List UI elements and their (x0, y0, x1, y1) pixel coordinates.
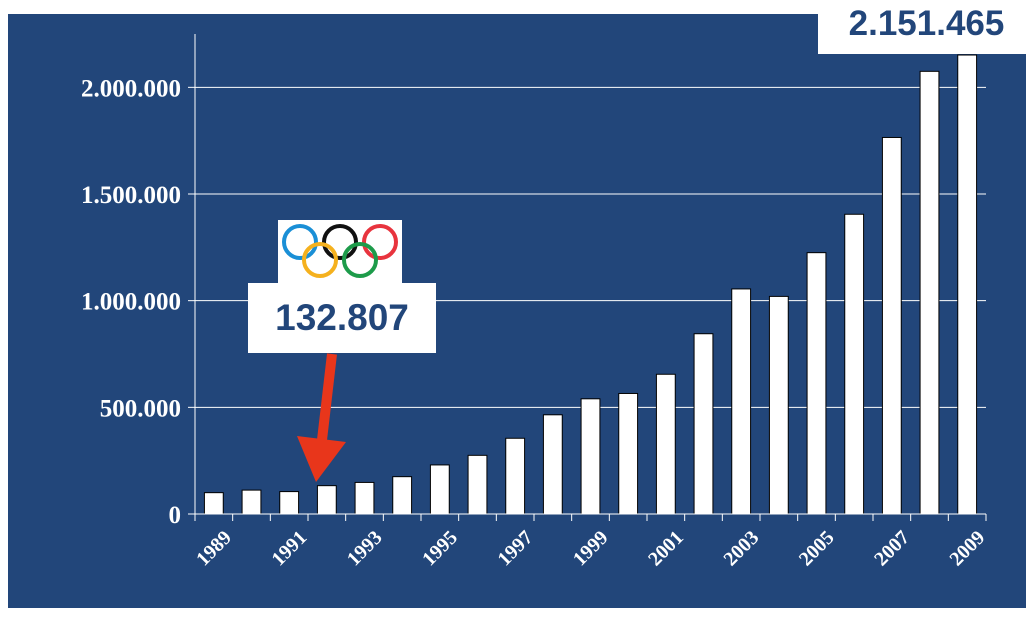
max-value-callout: 2.151.465 (818, 0, 1035, 54)
bar-2003 (731, 288, 752, 515)
y-tick-label: 1.500.000 (81, 182, 181, 209)
bar-1992 (316, 485, 337, 515)
bar-1993 (354, 481, 375, 515)
x-tick-label: 1989 (192, 527, 236, 571)
bar-1989 (203, 492, 224, 515)
x-tick-label: 2005 (795, 527, 839, 571)
bar-2007 (881, 136, 902, 515)
olympics-value-callout: 132.807 (248, 283, 436, 353)
bar-2004 (768, 295, 789, 515)
x-tick-label: 1997 (493, 527, 537, 571)
bar-1990 (241, 489, 262, 515)
x-tick-label: 2009 (945, 527, 989, 571)
x-tick-label: 1999 (569, 527, 613, 571)
x-tick-label: 2003 (719, 527, 763, 571)
bar-2001 (655, 373, 676, 515)
bar-1995 (429, 464, 450, 515)
bar-chart: 0 500.000 1.000.000 1.500.000 2.000.000 1989 1… (81, 34, 989, 571)
bar-2000 (618, 392, 639, 515)
y-tick-label: 2.000.000 (81, 75, 181, 102)
bar-2005 (806, 252, 827, 515)
bar-1994 (392, 476, 413, 515)
x-tick-label: 1993 (343, 527, 387, 571)
bar-1997 (505, 437, 526, 515)
bar-1998 (542, 414, 563, 515)
bar-2008 (919, 70, 940, 515)
chart-panel: 0 500.000 1.000.000 1.500.000 2.000.000 1989 1… (8, 14, 1026, 608)
bar-1996 (467, 454, 488, 515)
bar-2006 (844, 213, 865, 515)
x-tick-label: 1991 (267, 527, 311, 571)
y-tick-label: 0 (169, 502, 182, 529)
olympic-rings-icon (278, 220, 402, 284)
y-tick-label: 1.000.000 (81, 289, 181, 316)
bar-1991 (279, 491, 300, 515)
x-tick-label: 2007 (870, 527, 914, 571)
x-tick-label: 1995 (418, 527, 462, 571)
bar-1999 (580, 398, 601, 515)
bar-2009 (957, 54, 978, 515)
y-tick-label: 500.000 (100, 395, 181, 422)
bar-2002 (693, 333, 714, 515)
x-tick-label: 2001 (644, 527, 688, 571)
